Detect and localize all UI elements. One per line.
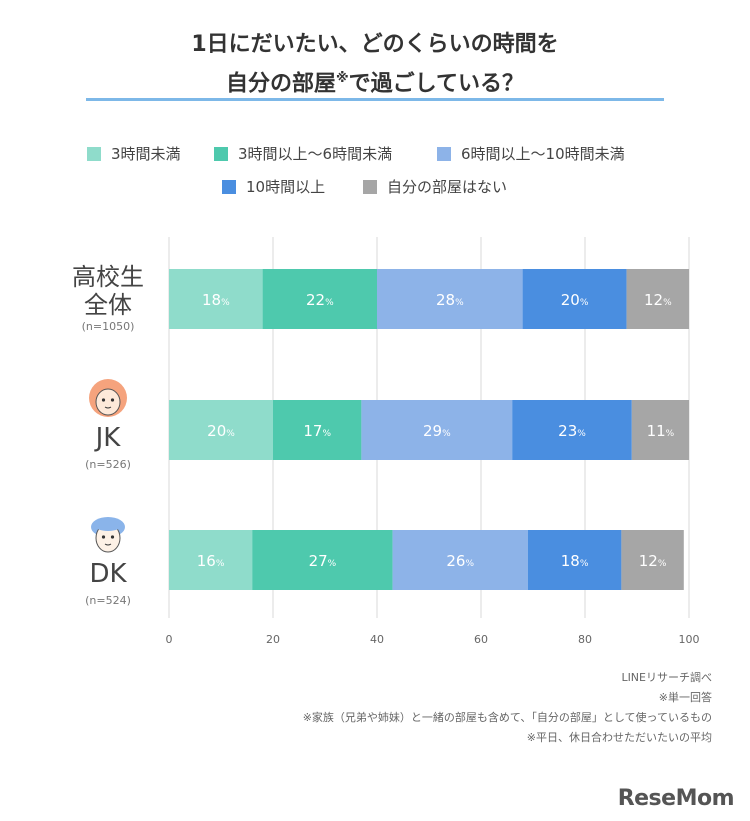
footnote-own-room-definition: ※家族（兄弟や姉妹）と一緒の部屋も含めて、「自分の部屋」として使っているもの — [302, 711, 712, 724]
x-tick-label: 80 — [578, 633, 592, 646]
x-tick-label: 100 — [679, 633, 700, 646]
bar-segment — [252, 530, 393, 590]
brand-logo: ReseMom — [617, 786, 735, 811]
dk-eye-icon — [110, 535, 115, 539]
chart-title: 1日にだいたい、どのくらいの時間を 自分の部屋※で過ごしている？ — [0, 28, 750, 101]
legend-label: 自分の部屋はない — [387, 178, 508, 196]
legend-label: 3時間未満 — [111, 145, 181, 163]
bar-segment — [392, 530, 528, 590]
title-line-1: 1日にだいたい、どのくらいの時間を — [191, 32, 559, 57]
legend-item-over-10h: 10時間以上 — [222, 176, 325, 197]
category-label: DK — [89, 559, 127, 589]
title-line-2-end: で過ごしている？ — [348, 71, 524, 97]
bar-segment — [631, 400, 689, 460]
title-line-2: 自分の部屋※で過ごしている？ — [0, 62, 750, 101]
dk-eye-icon — [101, 535, 106, 539]
title-underline — [86, 98, 664, 101]
legend-label: 10時間以上 — [246, 178, 326, 196]
bar-segment — [626, 269, 689, 329]
bar-segment — [361, 400, 513, 460]
legend-item-under-3h: 3時間未満 — [87, 143, 181, 164]
x-tick-label: 0 — [166, 633, 173, 646]
legend-item-6-10h: 6時間以上〜10時間未満 — [437, 143, 625, 164]
legend-swatch — [363, 179, 377, 194]
jk-eye-icon — [101, 398, 106, 402]
legend-item-no-room: 自分の部屋はない — [363, 176, 507, 197]
title-footnote-mark: ※ — [336, 71, 349, 86]
jk-mouth-icon — [104, 406, 112, 409]
x-tick-label: 40 — [370, 633, 384, 646]
legend-item-3-6h: 3時間以上〜6時間未満 — [214, 143, 392, 164]
legend-label: 3時間以上〜6時間未満 — [238, 145, 393, 163]
bar-segment — [273, 400, 362, 460]
x-tick-label: 20 — [266, 633, 280, 646]
category-label: JK — [94, 423, 122, 453]
category-label: 全体 — [84, 291, 132, 319]
category-n-label: (n=1050) — [82, 320, 135, 333]
bar-segment — [512, 400, 632, 460]
bar-segment — [262, 269, 377, 329]
bar-segment — [621, 530, 684, 590]
bar-segment — [527, 530, 622, 590]
legend-label: 6時間以上〜10時間未満 — [461, 145, 625, 163]
bar-segment — [169, 400, 273, 460]
dk-mouth-icon — [104, 543, 112, 546]
legend-swatch — [214, 146, 228, 161]
title-line-2-main: 自分の部屋 — [226, 71, 337, 97]
dk-fringe-icon — [94, 519, 122, 531]
legend-swatch — [222, 179, 236, 194]
category-label: 高校生 — [72, 263, 144, 291]
category-n-label: (n=526) — [85, 458, 131, 471]
footnotes: LINEリサーチ調べ ※単一回答 ※家族（兄弟や姉妹）と一緒の部屋も含めて、「自… — [303, 668, 712, 748]
bar-segment — [169, 269, 263, 329]
footnote-single-answer: ※単一回答 — [658, 691, 712, 704]
footnote-average: ※平日、休日合わせただいたいの平均 — [526, 731, 712, 744]
jk-eye-icon — [110, 398, 115, 402]
category-n-label: (n=524) — [85, 594, 131, 607]
footnote-source: LINEリサーチ調べ — [621, 671, 712, 684]
legend-swatch — [437, 146, 451, 161]
bar-segment — [377, 269, 523, 329]
bar-segment — [169, 530, 253, 590]
x-tick-label: 60 — [474, 633, 488, 646]
bar-segment — [522, 269, 627, 329]
legend-swatch — [87, 146, 101, 161]
jk-face-icon — [95, 388, 121, 416]
